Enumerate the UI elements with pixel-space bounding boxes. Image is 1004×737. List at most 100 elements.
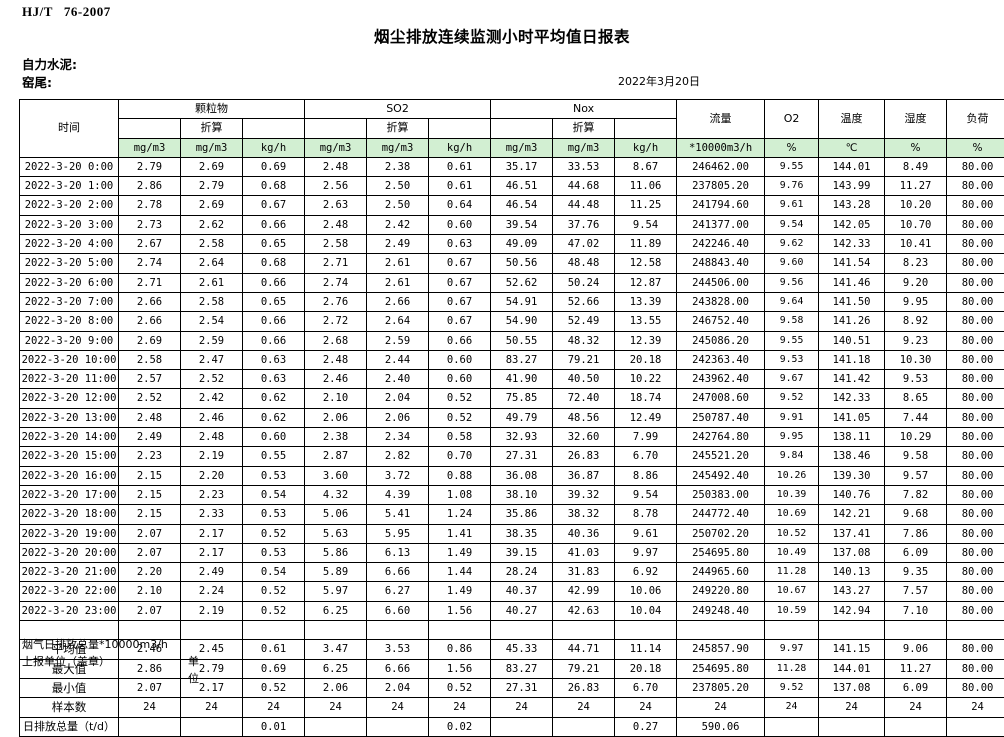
cell-value: 72.40 <box>553 389 615 408</box>
cell-value: 141.18 <box>819 350 885 369</box>
cell-value: 2.78 <box>119 196 181 215</box>
cell-value: 141.15 <box>819 640 885 659</box>
cell-time: 2022-3-20 1:00 <box>20 177 119 196</box>
cell-value: 0.67 <box>243 196 305 215</box>
cell-value: 140.13 <box>819 563 885 582</box>
cell-value: 10.29 <box>885 428 947 447</box>
cell-value: 6.70 <box>615 678 677 697</box>
cell-value: 237805.20 <box>677 678 765 697</box>
cell-value: 0.52 <box>429 678 491 697</box>
cell-value: 2.48 <box>119 408 181 427</box>
cell-value: 48.32 <box>553 331 615 350</box>
cell-value: 9.68 <box>885 505 947 524</box>
cell-value: 0.66 <box>243 273 305 292</box>
cell-value: 2.07 <box>119 524 181 543</box>
cell-value: 0.61 <box>243 640 305 659</box>
cell-value: 38.35 <box>491 524 553 543</box>
cell-value: 2.07 <box>119 601 181 620</box>
cell-value: 26.83 <box>553 447 615 466</box>
cell-blank <box>885 621 947 640</box>
standard-code: HJ/T 76-2007 <box>22 4 111 20</box>
cell-value: 24 <box>615 698 677 717</box>
cell-value: 9.54 <box>615 215 677 234</box>
cell-value: 2.49 <box>367 235 429 254</box>
cell-value: 7.57 <box>885 582 947 601</box>
cell-value: 52.49 <box>553 312 615 331</box>
sub-header-converted-particulate: 折算 <box>181 119 243 138</box>
footer-reporting-unit: 上报单位（盖章） <box>22 655 110 668</box>
unit-cell: mg/m3 <box>553 138 615 157</box>
cell-value: 2.15 <box>119 466 181 485</box>
cell-value: 80.00 <box>947 582 1004 601</box>
cell-blank <box>819 621 885 640</box>
cell-value: 243828.00 <box>677 292 765 311</box>
cell-value: 80.00 <box>947 273 1004 292</box>
cell-value: 11.28 <box>765 659 819 678</box>
cell-value: 0.52 <box>243 678 305 697</box>
cell-time: 2022-3-20 4:00 <box>20 235 119 254</box>
unit-cell: mg/m3 <box>181 138 243 157</box>
cell-value: 40.37 <box>491 582 553 601</box>
cell-value: 138.11 <box>819 428 885 447</box>
cell-value: 27.31 <box>491 447 553 466</box>
cell-value: 8.49 <box>885 157 947 176</box>
cell-time: 2022-3-20 9:00 <box>20 331 119 350</box>
cell-value: 2.58 <box>181 235 243 254</box>
cell-value: 11.06 <box>615 177 677 196</box>
cell-value: 137.41 <box>819 524 885 543</box>
cell-value: 79.21 <box>553 659 615 678</box>
cell-value: 0.60 <box>243 428 305 447</box>
unit-cell: % <box>765 138 819 157</box>
cell-value: 0.66 <box>243 215 305 234</box>
cell-value: 590.06 <box>677 717 765 736</box>
cell-value: 241377.00 <box>677 215 765 234</box>
col-header-temperature: 温度 <box>819 100 885 139</box>
cell-value: 10.30 <box>885 350 947 369</box>
cell-time: 2022-3-20 20:00 <box>20 543 119 562</box>
cell-time: 2022-3-20 22:00 <box>20 582 119 601</box>
cell-value: 2.56 <box>305 177 367 196</box>
cell-value: 1.56 <box>429 659 491 678</box>
cell-value: 9.54 <box>765 215 819 234</box>
cell-value: 0.67 <box>429 292 491 311</box>
cell-value <box>947 717 1004 736</box>
cell-value: 9.52 <box>765 678 819 697</box>
cell-value: 2.42 <box>181 389 243 408</box>
cell-value: 80.00 <box>947 466 1004 485</box>
cell-value: 2.69 <box>181 196 243 215</box>
cell-value: 144.01 <box>819 659 885 678</box>
cell-value: 33.53 <box>553 157 615 176</box>
cell-value: 28.24 <box>491 563 553 582</box>
cell-value: 10.20 <box>885 196 947 215</box>
unit-cell: % <box>885 138 947 157</box>
cell-value: 1.49 <box>429 582 491 601</box>
cell-value: 0.64 <box>429 196 491 215</box>
cell-value: 2.07 <box>119 678 181 697</box>
cell-value: 10.52 <box>765 524 819 543</box>
footer-unit-word: 单位 <box>188 653 199 687</box>
cell-value: 9.20 <box>885 273 947 292</box>
cell-value: 141.50 <box>819 292 885 311</box>
cell-value <box>491 717 553 736</box>
header-row-units: mg/m3 mg/m3 kg/h mg/m3 mg/m3 kg/h mg/m3 … <box>20 138 1004 157</box>
cell-value: 20.18 <box>615 350 677 369</box>
cell-value: 2.48 <box>305 350 367 369</box>
cell-time: 2022-3-20 2:00 <box>20 196 119 215</box>
cell-value: 0.62 <box>243 408 305 427</box>
cell-daily-total-label: 日排放总量（t/d） <box>20 717 119 736</box>
cell-value: 9.57 <box>885 466 947 485</box>
cell-value: 2.64 <box>181 254 243 273</box>
unit-cell: mg/m3 <box>367 138 429 157</box>
cell-value: 9.58 <box>885 447 947 466</box>
col-header-nox: Nox <box>491 100 677 119</box>
cell-value: 241794.60 <box>677 196 765 215</box>
cell-value: 35.86 <box>491 505 553 524</box>
